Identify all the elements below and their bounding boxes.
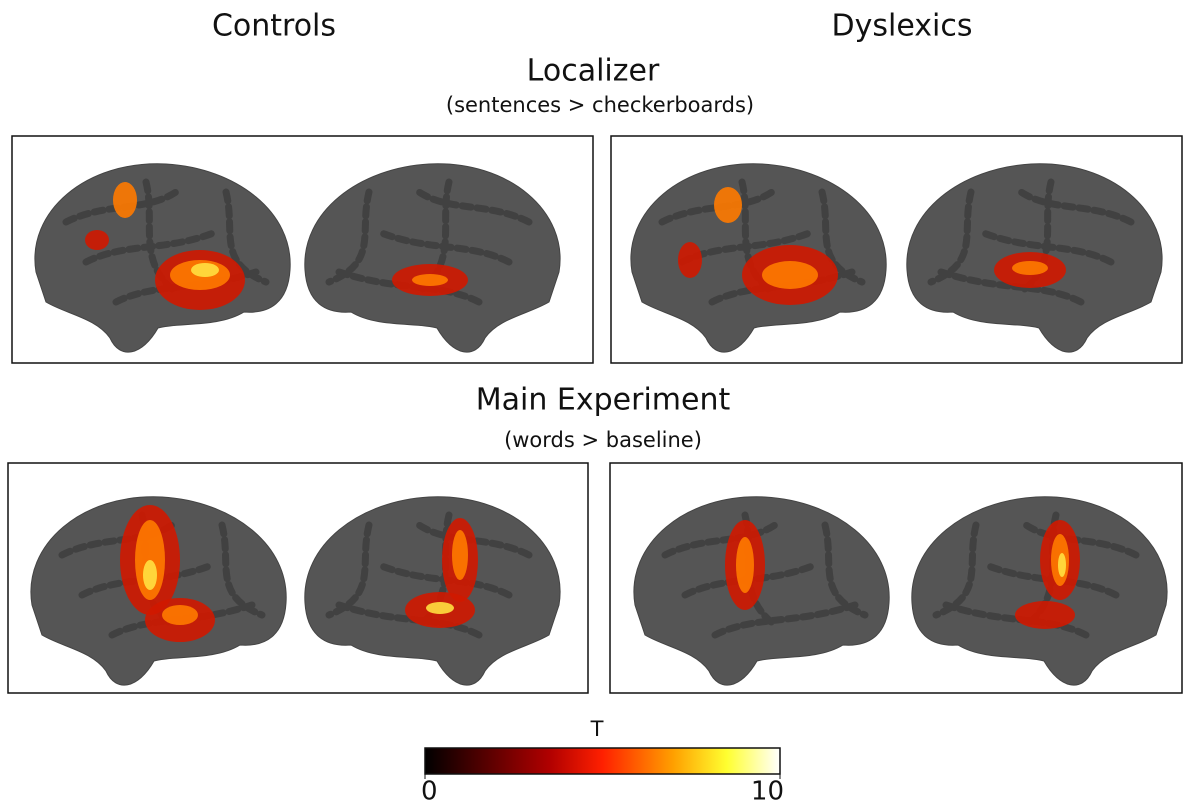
colorbar-gradient — [425, 748, 780, 774]
group-label: Dyslexics — [832, 9, 973, 44]
panel — [610, 463, 1182, 693]
colorbar-tick-label: 10 — [751, 777, 784, 805]
section-subtitle: (words > baseline) — [504, 428, 702, 452]
panel — [12, 136, 593, 363]
colorbar-label: T — [590, 717, 604, 741]
section-title: Main Experiment — [476, 383, 731, 418]
figure: Controls Dyslexics Localizer (sentences … — [0, 0, 1183, 805]
group-label: Controls — [212, 9, 336, 44]
colorbar: T 0 10 — [421, 717, 784, 805]
section-title: Localizer — [527, 54, 660, 89]
panel — [611, 136, 1182, 363]
colorbar-tick-label: 0 — [421, 777, 438, 805]
panel — [8, 463, 588, 693]
section-subtitle: (sentences > checkerboards) — [446, 93, 754, 117]
